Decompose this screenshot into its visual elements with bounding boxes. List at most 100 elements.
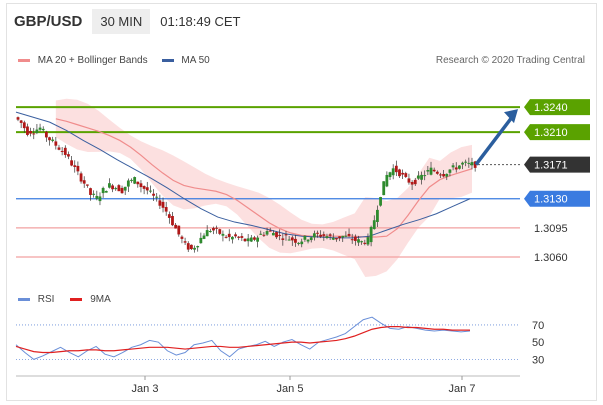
candle-body (322, 234, 326, 236)
candle-body (376, 209, 379, 222)
level-label-1.3095: 1.3095 (534, 223, 568, 235)
x-tick-label: Jan 3 (132, 383, 159, 395)
candle-body (63, 147, 67, 155)
candle-body (442, 173, 446, 177)
candle-body (111, 185, 114, 190)
candle-body (202, 235, 206, 239)
candle-body (29, 130, 33, 134)
candle-body (123, 186, 127, 191)
candle-body (95, 195, 99, 199)
level-label-1.3210: 1.3210 (534, 127, 568, 139)
candle-body (382, 181, 386, 196)
candle-body (230, 236, 234, 240)
timestamp: 01:18:49 CET (160, 13, 241, 29)
legend-item-9ma: 9MA (70, 294, 111, 305)
candle-body (300, 241, 304, 245)
candle-body (38, 127, 42, 130)
candle-body (429, 167, 433, 175)
candle-body (70, 160, 73, 166)
candle-body (372, 220, 376, 230)
candle-body (171, 215, 174, 226)
candle-body (413, 179, 417, 185)
candle-body (215, 227, 219, 229)
candle-body (281, 238, 285, 240)
legend-swatch-9ma (70, 297, 83, 301)
candle-body (388, 172, 392, 178)
price-legend: MA 20 + Bollinger Bands MA 50 (18, 55, 210, 66)
candle-body (417, 175, 420, 179)
chart-frame (6, 3, 597, 401)
candle-body (312, 233, 316, 238)
candle-body (130, 179, 133, 181)
rsi-tick-label: 50 (532, 337, 544, 349)
legend-item-ma20: MA 20 + Bollinger Bands (18, 55, 148, 66)
candle-body (108, 183, 111, 188)
candle-body (401, 172, 405, 175)
ma20-line (55, 118, 473, 238)
candle-body (445, 173, 449, 177)
candle-body (448, 169, 452, 173)
candle-body (240, 236, 244, 238)
candle-body (451, 165, 455, 168)
candle-body (26, 126, 29, 135)
candle-body (186, 243, 190, 250)
candle-body (275, 232, 278, 238)
level-tag-1.3240 (524, 99, 590, 116)
candle-body (253, 237, 256, 240)
candle-body (76, 165, 80, 172)
candle-body (133, 177, 137, 184)
candle-body (350, 239, 354, 241)
legend-label-ma50: MA 50 (181, 55, 210, 66)
candle-body (464, 161, 468, 163)
candle-body (149, 190, 152, 192)
candle-body (54, 141, 58, 146)
candle-body (98, 196, 102, 202)
candle-body (287, 239, 291, 241)
candle-body (101, 187, 105, 194)
legend-label-ma20: MA 20 + Bollinger Bands (37, 55, 148, 66)
candle-body (243, 238, 247, 242)
candle-body (366, 237, 370, 245)
candle-body (158, 200, 162, 206)
candle-body (114, 188, 118, 190)
candle-body (262, 234, 266, 236)
candle-body (51, 139, 55, 141)
level-label-1.3240: 1.3240 (534, 102, 568, 114)
candle-body (385, 174, 389, 187)
level-tag-1.3210 (524, 124, 590, 141)
candle-body (16, 117, 20, 120)
candle-body (212, 227, 215, 231)
candle-body (407, 178, 411, 183)
candle-body (344, 235, 348, 237)
level-label-1.3171: 1.3171 (534, 160, 568, 172)
candle-body (297, 242, 300, 244)
candle-body (290, 237, 294, 241)
candle-body (319, 234, 323, 237)
candle-body (57, 147, 61, 150)
candle-body (439, 174, 442, 176)
symbol-pair: GBP/USD (14, 12, 83, 30)
candle-body (139, 183, 143, 188)
legend-label-9ma: 9MA (90, 294, 111, 305)
candle-body (369, 226, 373, 243)
candle-body (48, 137, 51, 141)
candle-body (234, 234, 237, 237)
x-tick-label: Jan 7 (449, 383, 476, 395)
candle-body (145, 187, 149, 191)
level-label-1.3130: 1.3130 (534, 194, 568, 206)
candle-body (152, 193, 155, 196)
candle-body (89, 188, 92, 195)
candle-body (196, 246, 200, 248)
timeframe-selector[interactable]: 30 MIN (92, 8, 151, 34)
rsi-tick-label: 30 (532, 354, 544, 366)
candle-body (426, 170, 430, 172)
candle-body (73, 165, 77, 167)
candle-body (335, 238, 338, 240)
candle-body (136, 181, 140, 185)
candle-body (360, 241, 364, 243)
candle-body (174, 224, 178, 229)
candle-body (420, 174, 423, 180)
candle-body (22, 122, 26, 129)
chart-header: GBP/USD 30 MIN 01:18:49 CET (14, 8, 240, 34)
